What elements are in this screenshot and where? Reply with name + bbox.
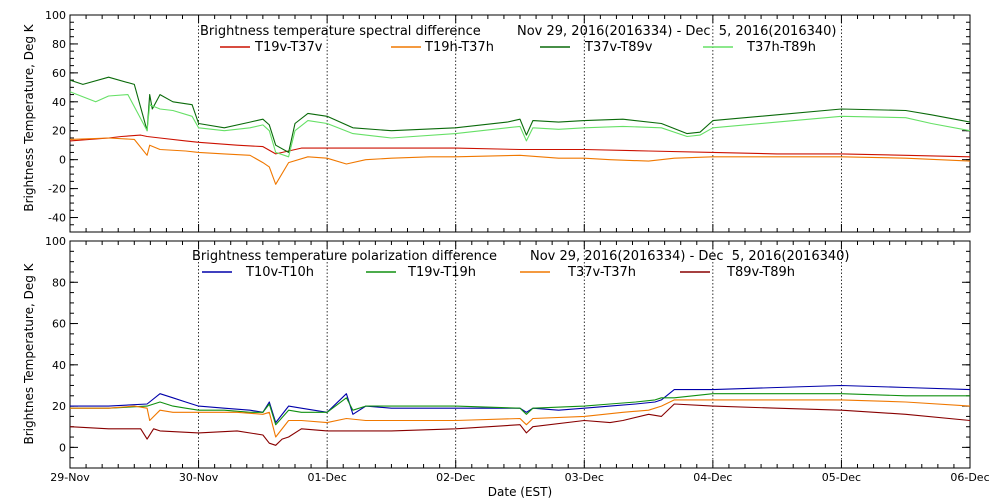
x-tick-label: 02-Dec <box>436 471 475 484</box>
x-tick-label: 30-Nov <box>179 471 219 484</box>
x-tick-label: 06-Dec <box>950 471 989 484</box>
series-line-t37v-t37h <box>70 399 971 438</box>
legend-label: T19v-T37v <box>254 40 323 55</box>
y-tick-label: 100 <box>45 9 66 22</box>
y-tick-label: 60 <box>52 318 66 331</box>
panel-1-frame <box>69 14 971 233</box>
x-tick-label: 29-Nov <box>50 471 90 484</box>
panel-1-x-ticks <box>69 15 971 232</box>
panel-1-legend: T19v-T37v T19h-T37h T37v-T89v T37h-T89h <box>220 40 816 55</box>
y-tick-label: 40 <box>52 96 66 109</box>
x-tick-label: 01-Dec <box>308 471 347 484</box>
legend-label: T10v-T10h <box>245 265 314 280</box>
panel-2-y-ticks: 0 20 40 60 80 100 <box>45 235 970 469</box>
panel-2-x-ticks <box>69 241 971 468</box>
y-tick-label: -20 <box>48 183 66 196</box>
panel-2-day-grid <box>198 241 842 468</box>
series-line-t89v-t89h <box>69 403 971 446</box>
y-tick-label: 60 <box>52 67 66 80</box>
panel-2-legend: T10v-T10h T19v-T19h T37v-T37h T89v-T89h <box>202 265 795 280</box>
y-tick-label: 100 <box>45 235 66 248</box>
polarization-difference-panel: 0 20 40 60 80 100 Brightness temperature pola… <box>22 235 971 469</box>
panel-2-frame <box>69 240 971 469</box>
panel-2-series <box>69 384 971 446</box>
y-tick-label: 0 <box>59 154 66 167</box>
legend-label: T37v-T37h <box>567 265 636 280</box>
series-line-t19v-t19h <box>70 393 970 426</box>
x-tick-label: 04-Dec <box>693 471 732 484</box>
panel-2-date-range: Nov 29, 2016(2016334) - Dec 5, 2016(2016… <box>530 249 849 264</box>
y-tick-label: 40 <box>52 359 66 372</box>
x-tick-label: 03-Dec <box>565 471 604 484</box>
y-tick-label: 20 <box>52 125 66 138</box>
series-line-t10v-t10h <box>70 384 971 424</box>
series-line-t37v-t89v <box>69 76 971 153</box>
x-axis-tick-labels: 29-Nov 30-Nov 01-Dec 02-Dec 03-Dec 04-Dec 05-D… <box>50 471 989 484</box>
y-tick-label: -40 <box>48 212 66 225</box>
panel-2-title: Brightness temperature polarization diff… <box>192 249 497 264</box>
panel-2-y-axis-label: Brightnes Temperature, Deg K <box>22 262 36 444</box>
legend-label: T37h-T89h <box>746 40 816 55</box>
panel-1-date-range: Nov 29, 2016(2016334) - Dec 5, 2016(2016… <box>517 24 836 39</box>
spectral-difference-panel: -40 -20 0 20 40 60 80 100 Brightness temperatur… <box>22 9 971 233</box>
y-tick-label: 80 <box>52 38 66 51</box>
legend-label: T19v-T19h <box>407 265 476 280</box>
legend-label: T37v-T89v <box>584 40 653 55</box>
series-line-t19v-t37v <box>69 134 971 158</box>
series-line-t37h-t89h <box>69 91 971 158</box>
series-line-t19h-t37h <box>69 137 971 185</box>
y-tick-label: 20 <box>52 400 66 413</box>
y-tick-label: 0 <box>59 441 66 454</box>
panel-1-y-ticks: -40 -20 0 20 40 60 80 100 <box>45 9 970 233</box>
y-tick-label: 80 <box>52 276 66 289</box>
x-axis-label: Date (EST) <box>488 485 552 499</box>
legend-label: T89v-T89h <box>726 265 795 280</box>
panel-1-series <box>69 76 971 185</box>
panel-1-title: Brightness temperature spectral differen… <box>200 24 481 39</box>
panel-1-y-axis-label: Brightness Temperature, Deg K <box>22 23 36 211</box>
x-tick-label: 05-Dec <box>822 471 861 484</box>
legend-label: T19h-T37h <box>424 40 494 55</box>
